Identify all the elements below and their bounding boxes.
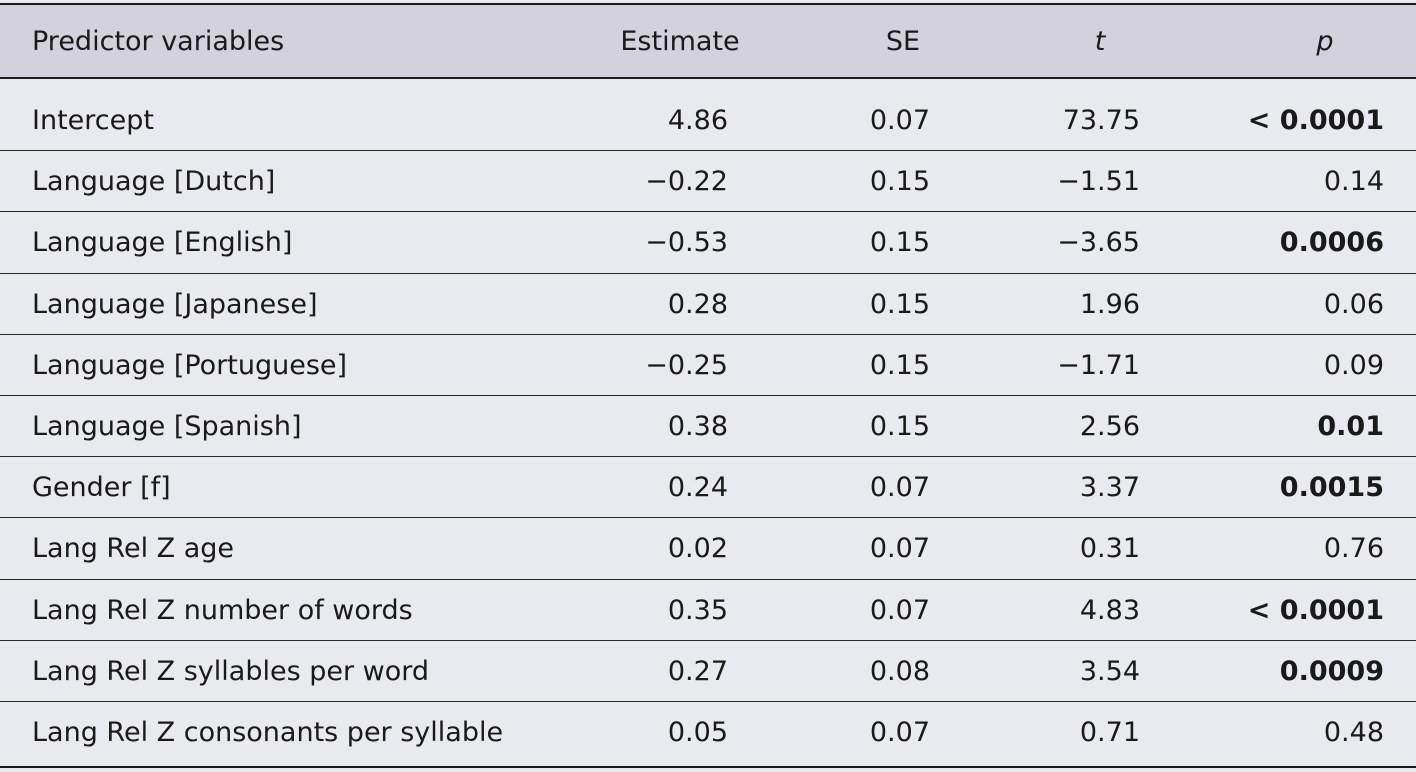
row-divider <box>0 395 1416 396</box>
table-row: Language [Japanese] 0.28 0.15 1.96 0.06 <box>0 274 1416 334</box>
table-row: Intercept 4.86 0.07 73.75 < 0.0001 <box>0 90 1416 150</box>
row-divider <box>0 456 1416 457</box>
table-row: Lang Rel Z syllables per word 0.27 0.08 3.5… <box>0 641 1416 701</box>
cell-se: 0.07 <box>869 532 930 564</box>
table-row: Language [English] −0.53 0.15 −3.65 0.0006 <box>0 212 1416 272</box>
cell-estimate: 0.02 <box>667 532 728 564</box>
cell-p: 0.0006 <box>1279 226 1384 258</box>
cell-estimate: 0.05 <box>667 716 728 748</box>
row-divider <box>0 211 1416 212</box>
cell-t: 1.96 <box>1079 288 1140 320</box>
table-top-rule <box>0 3 1416 5</box>
table-header: Predictor variables Estimate SE t p <box>0 5 1416 77</box>
cell-se: 0.07 <box>869 104 930 136</box>
cell-se: 0.15 <box>869 165 930 197</box>
cell-predictor: Intercept <box>32 104 154 136</box>
cell-estimate: 0.38 <box>667 410 728 442</box>
cell-p: 0.0009 <box>1279 655 1384 687</box>
table-header-rule <box>0 77 1416 79</box>
header-predictor: Predictor variables <box>32 25 285 57</box>
row-divider <box>0 273 1416 274</box>
cell-estimate: 0.35 <box>667 594 728 626</box>
cell-t: 3.54 <box>1079 655 1140 687</box>
table-row: Lang Rel Z age 0.02 0.07 0.31 0.76 <box>0 518 1416 578</box>
cell-p: 0.14 <box>1323 165 1384 197</box>
cell-predictor: Language [English] <box>32 226 293 258</box>
row-divider <box>0 579 1416 580</box>
cell-se: 0.15 <box>869 410 930 442</box>
cell-estimate: 4.86 <box>667 104 728 136</box>
cell-estimate: −0.22 <box>645 165 728 197</box>
cell-p: 0.01 <box>1317 410 1384 442</box>
cell-predictor: Lang Rel Z consonants per syllable <box>32 716 504 748</box>
cell-predictor: Language [Spanish] <box>32 410 302 442</box>
cell-predictor: Gender [f] <box>32 471 171 503</box>
cell-se: 0.15 <box>869 226 930 258</box>
cell-estimate: 0.27 <box>667 655 728 687</box>
cell-t: 2.56 <box>1079 410 1140 442</box>
cell-p: 0.48 <box>1323 716 1384 748</box>
cell-se: 0.15 <box>869 349 930 381</box>
cell-predictor: Language [Portuguese] <box>32 349 348 381</box>
cell-se: 0.07 <box>869 594 930 626</box>
header-t: t <box>1094 25 1106 57</box>
table-row: Lang Rel Z consonants per syllable 0.05 0.… <box>0 702 1416 762</box>
cell-se: 0.07 <box>869 716 930 748</box>
cell-t: −3.65 <box>1057 226 1140 258</box>
table-row: Gender [f] 0.24 0.07 3.37 0.0015 <box>0 457 1416 517</box>
table-row: Language [Dutch] −0.22 0.15 −1.51 0.14 <box>0 151 1416 211</box>
row-divider <box>0 640 1416 641</box>
header-se: SE <box>885 25 921 57</box>
row-divider <box>0 334 1416 335</box>
cell-t: 0.31 <box>1079 532 1140 564</box>
cell-t: 3.37 <box>1079 471 1140 503</box>
cell-p: 0.76 <box>1323 532 1384 564</box>
cell-t: −1.51 <box>1057 165 1140 197</box>
cell-predictor: Lang Rel Z number of words <box>32 594 413 626</box>
cell-estimate: −0.25 <box>645 349 728 381</box>
cell-estimate: 0.28 <box>667 288 728 320</box>
row-divider <box>0 701 1416 702</box>
cell-predictor: Lang Rel Z age <box>32 532 235 564</box>
cell-p: 0.0015 <box>1279 471 1384 503</box>
table-row: Language [Spanish] 0.38 0.15 2.56 0.01 <box>0 396 1416 456</box>
cell-t: 73.75 <box>1062 104 1140 136</box>
table-row: Language [Portuguese] −0.25 0.15 −1.71 0.09 <box>0 335 1416 395</box>
cell-p: 0.09 <box>1323 349 1384 381</box>
table-row: Lang Rel Z number of words 0.35 0.07 4.83 < … <box>0 580 1416 640</box>
row-divider <box>0 150 1416 151</box>
row-divider <box>0 517 1416 518</box>
cell-estimate: 0.24 <box>667 471 728 503</box>
cell-predictor: Language [Japanese] <box>32 288 318 320</box>
cell-p: < 0.0001 <box>1247 594 1384 626</box>
cell-se: 0.07 <box>869 471 930 503</box>
header-estimate: Estimate <box>620 25 740 57</box>
cell-t: 0.71 <box>1079 716 1140 748</box>
cell-se: 0.15 <box>869 288 930 320</box>
header-p: p <box>1316 25 1334 57</box>
cell-p: 0.06 <box>1323 288 1384 320</box>
cell-p: < 0.0001 <box>1247 104 1384 136</box>
cell-estimate: −0.53 <box>645 226 728 258</box>
cell-t: −1.71 <box>1057 349 1140 381</box>
cell-predictor: Language [Dutch] <box>32 165 276 197</box>
cell-se: 0.08 <box>869 655 930 687</box>
table-bottom-rule <box>0 766 1416 768</box>
cell-t: 4.83 <box>1079 594 1140 626</box>
cell-predictor: Lang Rel Z syllables per word <box>32 655 430 687</box>
